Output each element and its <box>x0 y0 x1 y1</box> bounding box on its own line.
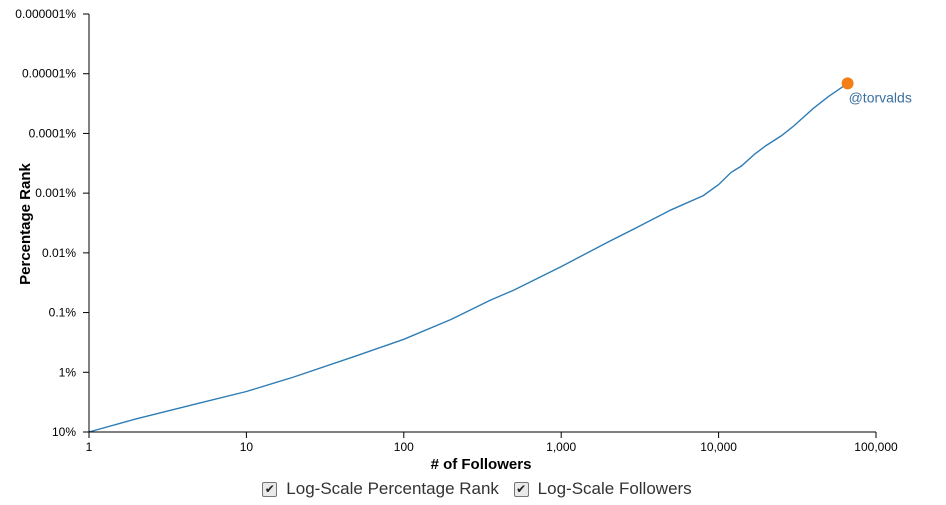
torvalds-marker[interactable] <box>841 77 854 90</box>
y-tick-label: 0.0001% <box>29 126 77 140</box>
y-axis: 10% 1% 0.1% 0.01% 0.001% 0.0001% 0.00001% 0.000… <box>15 7 90 439</box>
y-tick-label: 0.01% <box>42 246 76 260</box>
y-tick-label: 0.1% <box>49 306 77 320</box>
x-tick-label: 1,000 <box>546 440 576 454</box>
followers-rank-line <box>88 82 848 433</box>
y-tick-label: 0.001% <box>35 186 76 200</box>
x-tick-label: 1 <box>86 440 93 454</box>
log-scale-followers-label: Log-Scale Followers <box>537 479 692 498</box>
log-scale-followers-toggle[interactable]: ✔ Log-Scale Followers <box>513 479 692 499</box>
x-tick-label: 100 <box>394 440 414 454</box>
log-scale-rank-checkbox[interactable]: ✔ <box>262 481 278 497</box>
y-tick-label: 0.00001% <box>22 67 76 81</box>
x-tick-label: 10 <box>240 440 254 454</box>
y-axis-title: Percentage Rank <box>17 162 34 284</box>
y-tick-label: 1% <box>59 365 77 379</box>
torvalds-label: @torvalds <box>849 89 912 105</box>
x-axis: 1 10 100 1,000 10,000 100,000 <box>86 431 898 454</box>
percentage-rank-chart: @torvalds 10% 1% 0.1% 0.01% 0.001% 0.0001% 0.0… <box>15 7 912 473</box>
x-tick-label: 10,000 <box>700 440 737 454</box>
x-axis-title: # of Followers <box>431 456 532 473</box>
x-tick-label: 100,000 <box>854 440 898 454</box>
scale-controls: ✔ Log-Scale Percentage Rank ✔ Log-Scale … <box>0 478 946 499</box>
log-scale-followers-checkbox[interactable]: ✔ <box>513 481 529 497</box>
y-tick-label: 10% <box>52 425 76 439</box>
log-scale-rank-label: Log-Scale Percentage Rank <box>286 479 499 498</box>
y-tick-label: 0.000001% <box>15 7 76 21</box>
log-scale-rank-toggle[interactable]: ✔ Log-Scale Percentage Rank <box>262 479 499 499</box>
